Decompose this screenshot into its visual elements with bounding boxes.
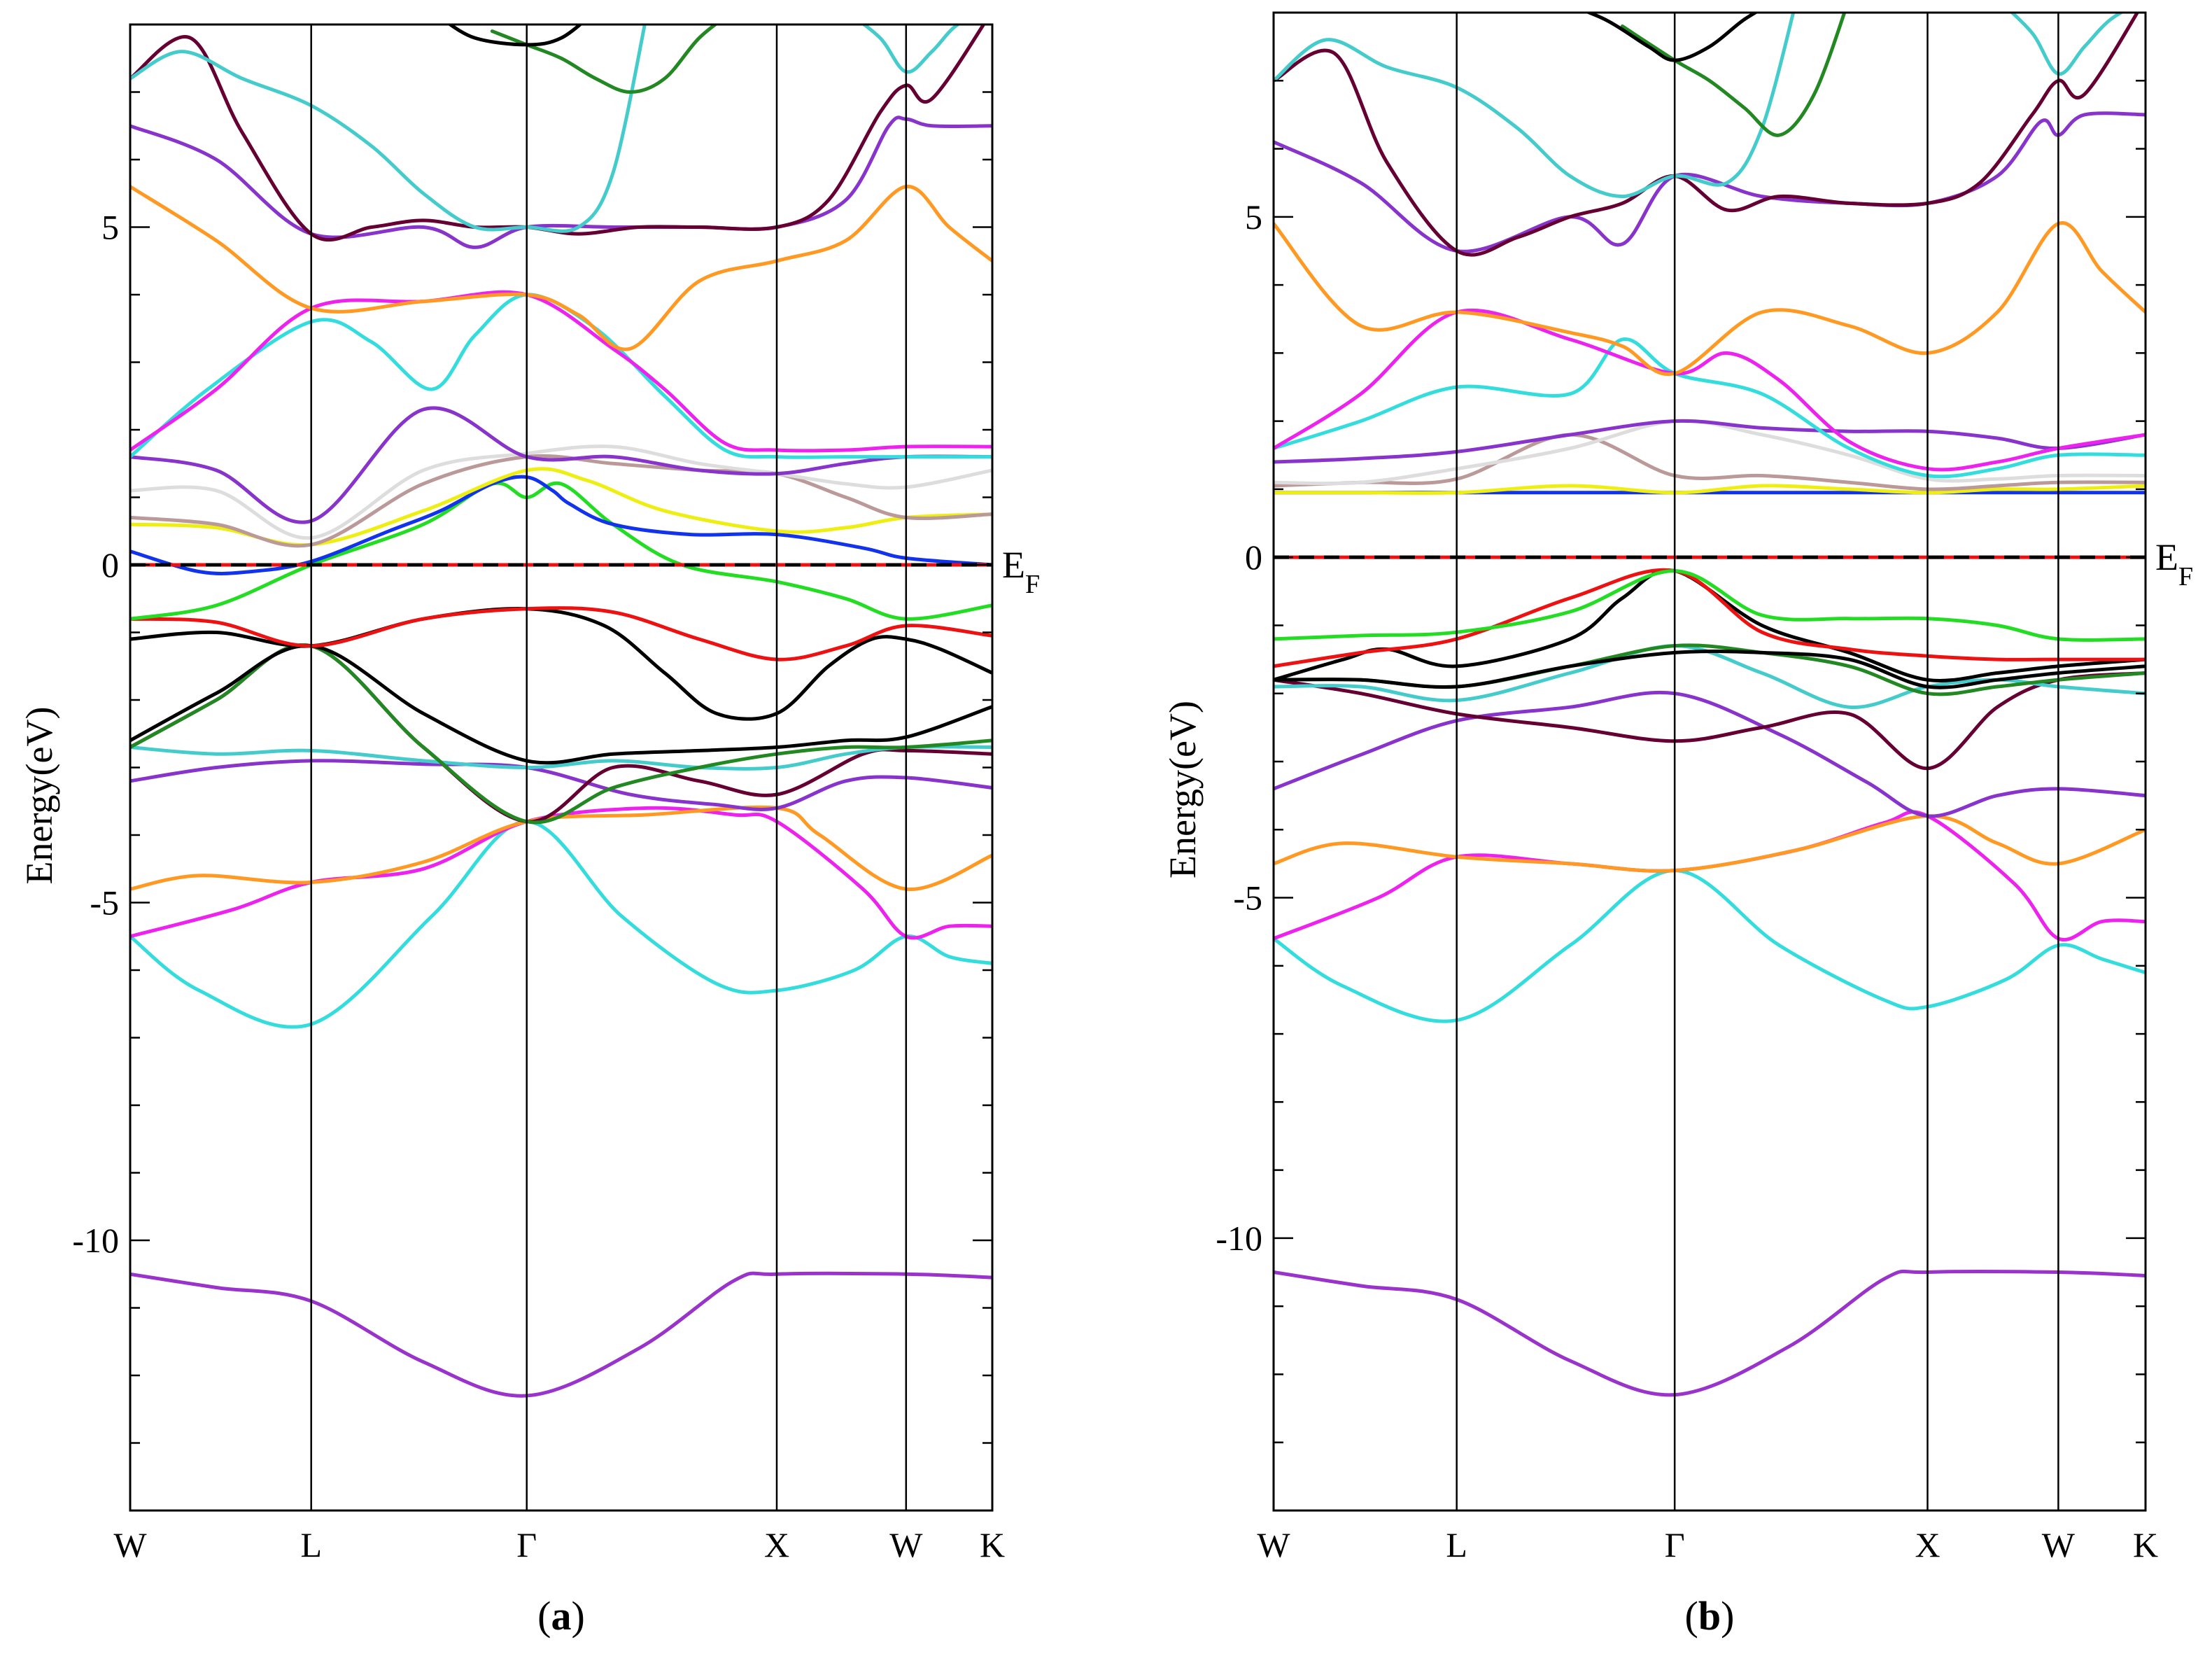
panel-b: -10 -5 0 5 W L Γ X W K Energy(eV) EF (b) (1162, 11, 2193, 1639)
panel-label: (a) (537, 1593, 585, 1639)
band-line-band-cyan-top (1274, 13, 1796, 199)
kpoint-label: W (889, 1525, 923, 1564)
y-axis-label: Energy(eV) (1162, 701, 1204, 878)
band-line-band-lightgray (1274, 419, 2146, 486)
band-line-band-magenta-upper (130, 290, 992, 453)
kpoint-label: Γ (1665, 1525, 1685, 1564)
band-line-band-blue (130, 475, 992, 575)
band-line-band-s (1274, 1269, 2146, 1397)
band-line-band-black-mid (130, 644, 992, 765)
y-tick-label: 0 (1245, 538, 1262, 577)
panel-label-letter: b (1698, 1593, 1721, 1639)
band-line-band-cyan-low (1274, 869, 2146, 1023)
band-line-band-violet (130, 406, 992, 524)
band-line-band-s (130, 1271, 992, 1398)
y-tick-label: 5 (1245, 197, 1262, 237)
band-line-band-violet (1274, 419, 2146, 464)
kpoint-label: X (764, 1525, 789, 1564)
y-tick-label: -5 (90, 883, 119, 923)
panel-label: (b) (1685, 1593, 1735, 1639)
band-line-band-lightgray (130, 444, 992, 540)
band-line-band-black-upper (1274, 649, 2146, 689)
panel-label-close: ) (1721, 1593, 1734, 1639)
band-line-band-red (1274, 568, 2146, 668)
kpoint-label: X (1915, 1525, 1940, 1564)
band-line-band-orange-upper (1274, 220, 2146, 377)
band-line-band-yellow (1274, 484, 2146, 496)
band-line-band-purple-upper (130, 115, 992, 249)
band-line-band-green (1274, 569, 2146, 642)
band-line-band-red (130, 606, 992, 661)
bands-group (1274, 13, 2146, 1397)
band-line-band-orange-low (130, 805, 992, 891)
band-line-band-green (130, 481, 992, 621)
band-line-band-orange-low (1274, 814, 2146, 873)
kpoint-label: Γ (516, 1525, 537, 1564)
fermi-label-main: E (1002, 544, 1025, 586)
band-line-band-cyan-top-right (861, 24, 961, 74)
band-line-band-darkred-mid (1274, 671, 2146, 771)
panel-label-open: ( (537, 1593, 551, 1639)
kpoint-label: L (1446, 1525, 1467, 1564)
kpoint-label: W (2042, 1525, 2076, 1564)
kpoint-label: K (980, 1525, 1005, 1564)
band-line-band-darkred-upper (130, 24, 986, 242)
band-line-band-orange-upper (130, 185, 992, 351)
kpoint-label: K (2133, 1525, 2158, 1564)
band-line-band-cyan-top (130, 24, 647, 233)
fermi-label-subscript: F (1025, 570, 1040, 599)
panel-label-open: ( (1685, 1593, 1698, 1639)
band-line-band-brown (130, 454, 992, 548)
bands-group (130, 24, 992, 1398)
band-line-band-cyan-mid (130, 745, 992, 771)
band-line-band-magenta-low (130, 806, 992, 940)
panel-a: -10 -5 0 5 W L Γ X W K Energy(eV) EF (a) (18, 23, 1040, 1639)
fermi-label: EF (1002, 544, 1040, 599)
fermi-label-subscript: F (2178, 562, 2193, 591)
y-tick-label: 5 (101, 208, 119, 247)
band-line-band-cyan-top-right (2009, 13, 2125, 76)
fermi-label: EF (2155, 536, 2193, 591)
band-line-band-cyan-mid (1274, 644, 2146, 709)
band-line-band-magenta-upper (1274, 308, 2146, 472)
y-tick-label: -10 (72, 1221, 119, 1260)
band-line-band-brown (1274, 433, 2146, 491)
kpoint-label: W (1257, 1525, 1290, 1564)
y-axis-label: Energy(eV) (18, 707, 60, 885)
y-tick-label: 0 (101, 545, 119, 584)
kpoint-label: L (300, 1525, 322, 1564)
y-tick-label: -5 (1233, 878, 1262, 918)
band-line-band-purple-mid (1274, 690, 2146, 818)
y-tick-label: -10 (1216, 1219, 1262, 1258)
band-line-band-darkred-upper (1274, 13, 2140, 257)
fermi-label-main: E (2155, 536, 2178, 578)
panel-label-close: ) (572, 1593, 585, 1639)
kpoint-label: W (113, 1525, 147, 1564)
panel-label-letter: a (551, 1593, 572, 1639)
band-line-band-cyan-upper (1274, 337, 2146, 479)
band-line-band-cyan-low (130, 820, 992, 1029)
